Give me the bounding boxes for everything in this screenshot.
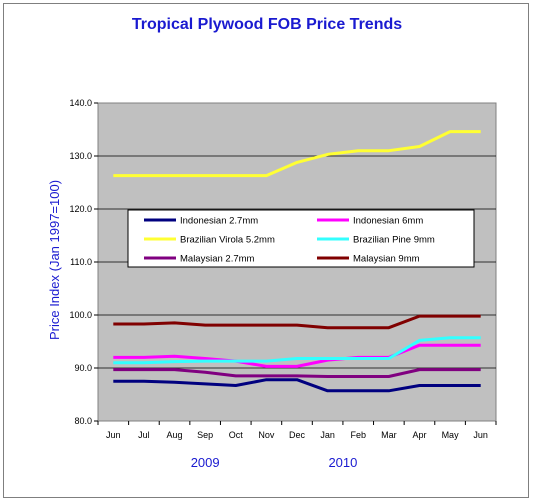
chart-title: Tropical Plywood FOB Price Trends bbox=[131, 16, 403, 33]
x-tick-label: Jan bbox=[320, 430, 335, 440]
x-tick-label: Jul bbox=[138, 430, 150, 440]
x-tick-label: Jun bbox=[473, 430, 488, 440]
legend-entry: Malaysian 9mm bbox=[353, 254, 420, 265]
y-tick-label: 110.0 bbox=[70, 257, 92, 267]
x-tick-label: Mar bbox=[381, 430, 397, 440]
y-tick-label: 100.0 bbox=[69, 310, 92, 320]
series-line bbox=[113, 314, 481, 330]
y-tick-label: 140.0 bbox=[69, 98, 92, 108]
x-tick-label: Apr bbox=[412, 430, 426, 440]
y-tick-label: 80.0 bbox=[74, 416, 92, 426]
series-line bbox=[113, 343, 481, 368]
legend-entry: Indonesian 2.7mm bbox=[180, 216, 258, 227]
series-line bbox=[113, 336, 481, 365]
x-tick-label: Oct bbox=[229, 430, 244, 440]
x-tick-label: Nov bbox=[258, 430, 275, 440]
x-tick-label: May bbox=[442, 430, 460, 440]
year-label: 2010 bbox=[328, 455, 357, 470]
legend-entry: Malaysian 2.7mm bbox=[180, 254, 255, 265]
series-line bbox=[113, 130, 481, 178]
series-line bbox=[113, 378, 481, 393]
x-tick-label: Aug bbox=[167, 430, 183, 440]
legend-entry: Brazilian Pine 9mm bbox=[353, 235, 435, 246]
y-tick-label: 130.0 bbox=[69, 151, 92, 161]
legend-entry: Brazilian Virola 5.2mm bbox=[180, 235, 275, 246]
series-line bbox=[113, 368, 481, 378]
year-label: 2009 bbox=[191, 455, 220, 470]
legend-box bbox=[127, 209, 475, 268]
y-tick-label: 90.0 bbox=[74, 363, 92, 373]
x-tick-label: Feb bbox=[350, 430, 366, 440]
y-tick-label: 120.0 bbox=[69, 204, 92, 214]
x-tick-label: Jun bbox=[106, 430, 121, 440]
y-axis-label: Price Index (Jan 1997=100) bbox=[47, 180, 62, 340]
legend-entry: Indonesian 6mm bbox=[353, 216, 423, 227]
x-tick-label: Sep bbox=[197, 430, 213, 440]
x-tick-label: Dec bbox=[289, 430, 306, 440]
